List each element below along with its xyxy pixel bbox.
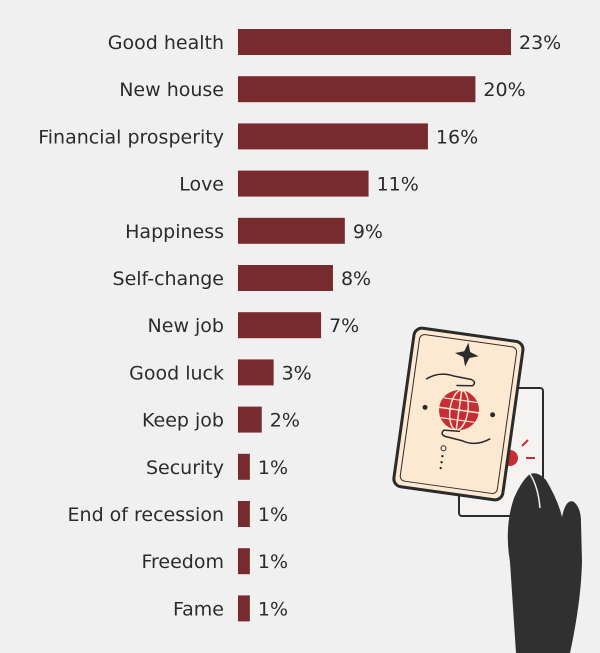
open-hand-icon (425, 373, 476, 387)
value-label: 1% (258, 598, 288, 620)
dots-ornament (439, 445, 447, 470)
category-label: Happiness (125, 221, 224, 243)
open-hand-icon (441, 429, 491, 445)
value-label: 16% (436, 126, 478, 148)
category-label: Self-change (113, 268, 224, 290)
bar (238, 406, 262, 433)
bar (238, 217, 345, 244)
four-point-star-icon (454, 342, 479, 367)
bar (238, 312, 322, 339)
category-label: New house (119, 79, 224, 101)
value-label: 9% (353, 221, 383, 243)
bar (238, 453, 250, 480)
value-label: 2% (270, 410, 300, 432)
category-label: Security (146, 457, 224, 479)
category-label: Keep job (142, 410, 224, 432)
holding-hand-icon (507, 473, 582, 653)
value-label: 1% (258, 551, 288, 573)
category-label: End of recession (68, 504, 224, 526)
value-label: 1% (258, 504, 288, 526)
bar (238, 359, 274, 386)
bar (238, 501, 250, 527)
bar (238, 29, 511, 55)
bar (238, 265, 333, 291)
category-label: New job (148, 315, 224, 337)
value-label: 8% (341, 268, 371, 290)
globe-icon (438, 389, 479, 431)
category-label: Financial prosperity (38, 126, 224, 148)
bar (238, 170, 369, 197)
tarot-cards-illustration (392, 326, 582, 653)
category-label: Good luck (129, 362, 224, 384)
bar (238, 76, 476, 103)
front-tarot-card (392, 326, 525, 502)
bar (238, 595, 250, 622)
value-label: 23% (519, 32, 561, 54)
bar (238, 123, 428, 150)
value-label: 7% (329, 315, 359, 337)
value-label: 20% (483, 79, 525, 101)
value-label: 3% (282, 362, 312, 384)
value-label: 1% (258, 457, 288, 479)
bar (238, 548, 250, 575)
category-label: Fame (173, 598, 224, 620)
category-label: Good health (108, 32, 224, 54)
category-label: Love (179, 174, 224, 196)
value-label: 11% (377, 174, 419, 196)
category-label: Freedom (141, 551, 224, 573)
